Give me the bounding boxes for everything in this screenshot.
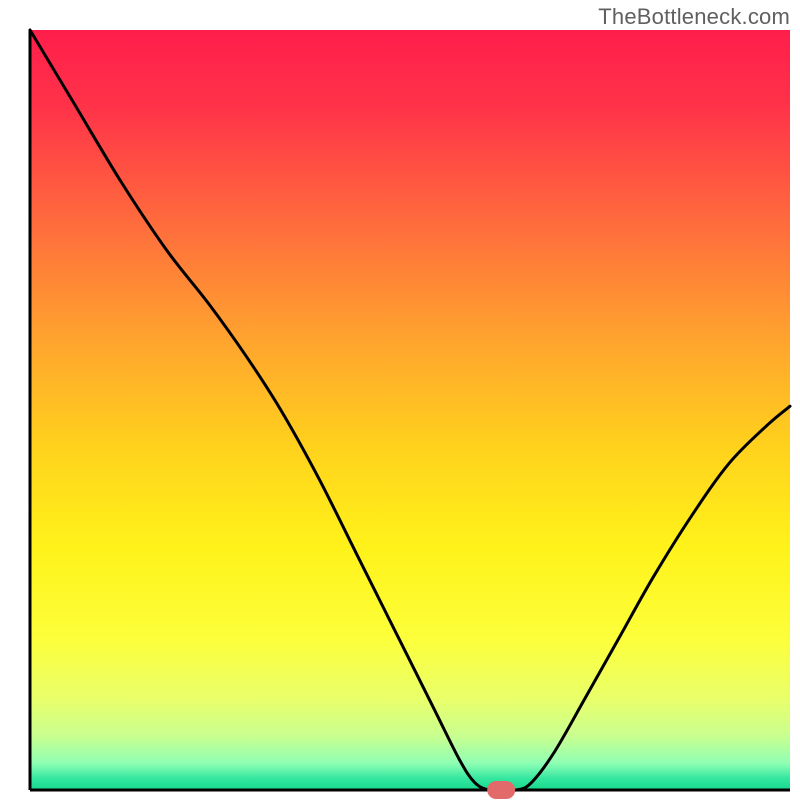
watermark-text: TheBottleneck.com [598, 4, 790, 30]
chart-svg [0, 0, 800, 800]
bottleneck-chart: TheBottleneck.com [0, 0, 800, 800]
